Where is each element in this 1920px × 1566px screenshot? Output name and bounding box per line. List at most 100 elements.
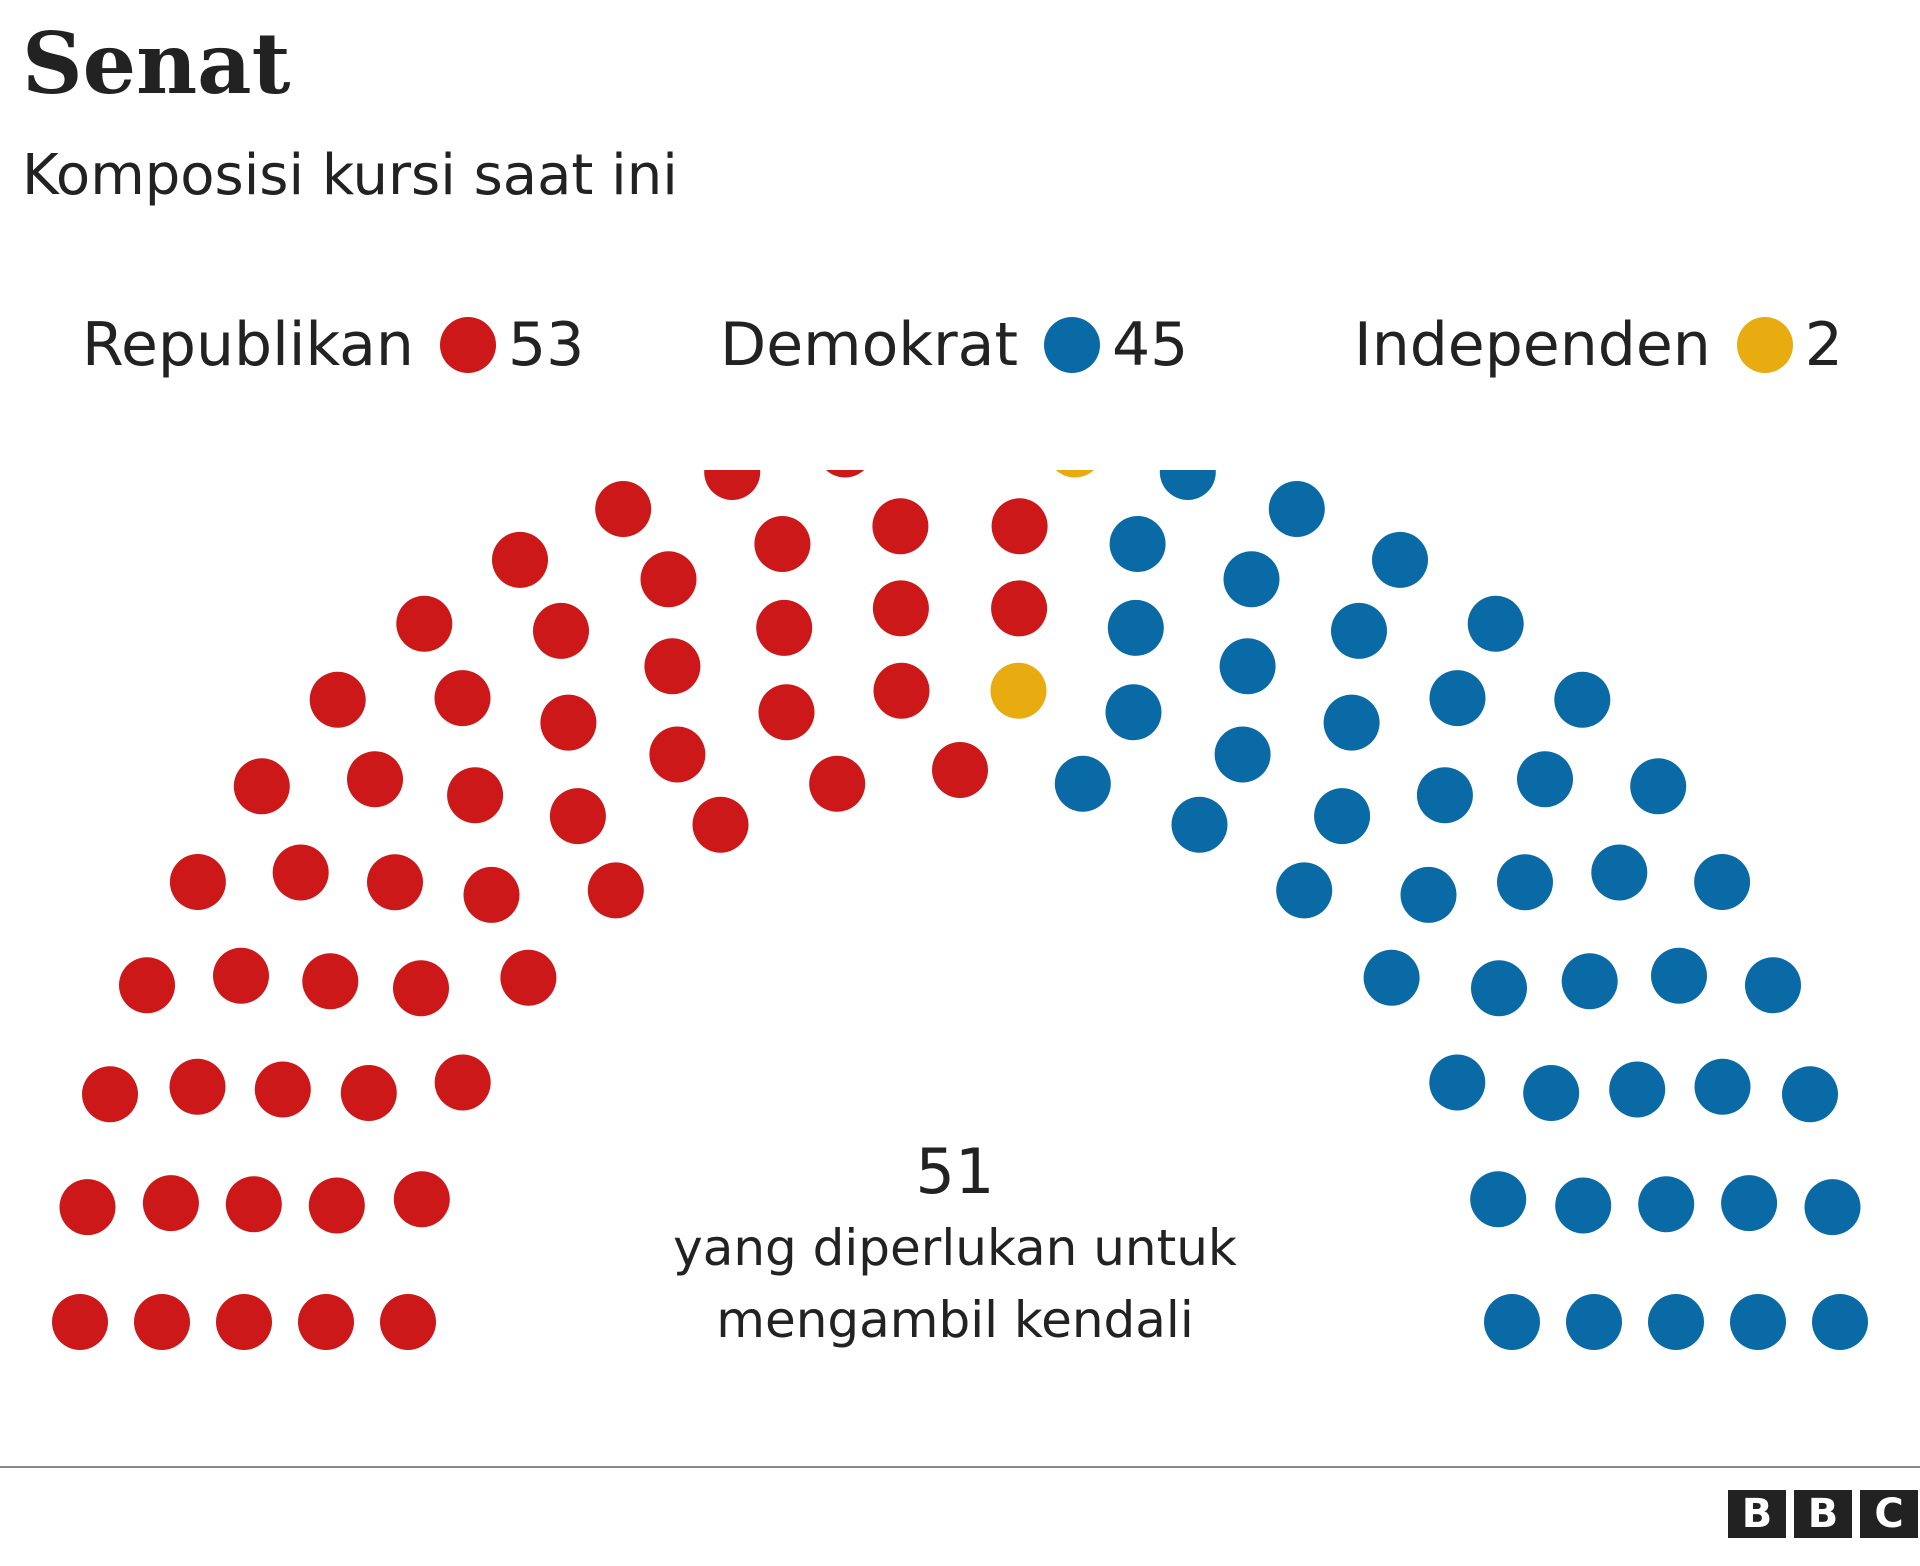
seat-demokrat: [1497, 854, 1553, 910]
seat-demokrat: [1782, 1066, 1838, 1122]
seat-republikan: [393, 960, 449, 1016]
seat-demokrat: [1269, 481, 1325, 537]
seat-demokrat: [1648, 1294, 1704, 1350]
seat-demokrat: [1314, 788, 1370, 844]
seat-demokrat: [1730, 1294, 1786, 1350]
seat-republikan: [134, 1294, 190, 1350]
seat-demokrat: [1106, 684, 1162, 740]
seat-demokrat: [1555, 1178, 1611, 1234]
legend-item-republikan: Republikan 53: [82, 305, 584, 385]
seat-republikan: [874, 663, 930, 719]
seat-demokrat: [1470, 1171, 1526, 1227]
seat-demokrat: [1429, 1055, 1485, 1111]
seat-demokrat: [1108, 600, 1164, 656]
legend-value-independen: 2: [1805, 305, 1843, 385]
seat-republikan: [234, 758, 290, 814]
bbc-logo-letter: B: [1794, 1490, 1852, 1538]
seat-demokrat: [1562, 953, 1618, 1009]
seat-demokrat: [1694, 854, 1750, 910]
seat-republikan: [341, 1065, 397, 1121]
seat-republikan: [255, 1062, 311, 1118]
bbc-logo-letter: B: [1728, 1490, 1786, 1538]
legend-dot-independen: [1737, 317, 1793, 373]
seat-republikan: [302, 953, 358, 1009]
seat-republikan: [641, 551, 697, 607]
seat-demokrat: [1331, 603, 1387, 659]
seat-demokrat: [1055, 756, 1111, 812]
seat-demokrat: [1630, 758, 1686, 814]
bbc-logo-letter: C: [1860, 1490, 1918, 1538]
seat-republikan: [298, 1294, 354, 1350]
seat-republikan: [143, 1175, 199, 1231]
seat-republikan: [533, 603, 589, 659]
seat-republikan: [60, 1179, 116, 1235]
seat-republikan: [932, 742, 988, 798]
seat-demokrat: [1638, 1176, 1694, 1232]
seat-republikan: [540, 695, 596, 751]
seat-demokrat: [1172, 797, 1228, 853]
seat-demokrat: [1609, 1062, 1665, 1118]
chart-title: Senat: [22, 14, 290, 115]
seat-demokrat: [1591, 845, 1647, 901]
seat-republikan: [347, 751, 403, 807]
seat-republikan: [226, 1176, 282, 1232]
majority-label-line2: mengambil kendali: [560, 1284, 1350, 1356]
seat-republikan: [309, 1178, 365, 1234]
seat-demokrat: [1276, 862, 1332, 918]
seat-republikan: [464, 867, 520, 923]
seat-republikan: [380, 1294, 436, 1350]
seat-republikan: [396, 596, 452, 652]
seat-republikan: [367, 854, 423, 910]
seat-republikan: [991, 580, 1047, 636]
majority-label-line1: yang diperlukan untuk: [560, 1212, 1350, 1284]
seat-republikan: [435, 1055, 491, 1111]
legend-value-demokrat: 45: [1112, 305, 1188, 385]
seat-republikan: [213, 948, 269, 1004]
legend-label-republikan: Republikan: [82, 305, 414, 385]
seat-demokrat: [1110, 516, 1166, 572]
seat-republikan: [550, 788, 606, 844]
seat-republikan: [704, 470, 760, 500]
seat-republikan: [817, 470, 873, 478]
seat-republikan: [756, 600, 812, 656]
seat-demokrat: [1215, 727, 1271, 783]
seat-republikan: [435, 670, 491, 726]
seat-republikan: [873, 580, 929, 636]
seat-demokrat: [1224, 551, 1280, 607]
seat-demokrat: [1160, 470, 1216, 500]
seat-demokrat: [1805, 1179, 1861, 1235]
seat-republikan: [872, 498, 928, 554]
seat-republikan: [170, 1059, 226, 1115]
seat-demokrat: [1523, 1065, 1579, 1121]
seat-demokrat: [1566, 1294, 1622, 1350]
seat-demokrat: [1220, 638, 1276, 694]
seat-republikan: [759, 684, 815, 740]
seat-independen: [1047, 470, 1103, 478]
seat-republikan: [273, 845, 329, 901]
seat-republikan: [310, 672, 366, 728]
majority-number: 51: [560, 1132, 1350, 1212]
seat-republikan: [52, 1294, 108, 1350]
seat-demokrat: [1468, 596, 1524, 652]
seat-republikan: [216, 1294, 272, 1350]
seat-demokrat: [1324, 695, 1380, 751]
legend-value-republikan: 53: [508, 305, 584, 385]
footer-divider: [0, 1466, 1920, 1468]
legend-label-demokrat: Demokrat: [720, 305, 1018, 385]
seat-demokrat: [1812, 1294, 1868, 1350]
seat-independen: [991, 663, 1047, 719]
seat-demokrat: [1430, 670, 1486, 726]
seat-demokrat: [1745, 957, 1801, 1013]
seat-demokrat: [1721, 1175, 1777, 1231]
seat-republikan: [119, 957, 175, 1013]
majority-annotation: 51 yang diperlukan untuk mengambil kenda…: [560, 1132, 1350, 1356]
seat-demokrat: [1651, 948, 1707, 1004]
seat-republikan: [809, 756, 865, 812]
seat-republikan: [588, 862, 644, 918]
seat-republikan: [447, 767, 503, 823]
bbc-logo: B B C: [1728, 1490, 1918, 1538]
seat-republikan: [500, 950, 556, 1006]
seat-republikan: [992, 498, 1048, 554]
seat-republikan: [394, 1171, 450, 1227]
legend-item-independen: Independen 2: [1354, 305, 1843, 385]
